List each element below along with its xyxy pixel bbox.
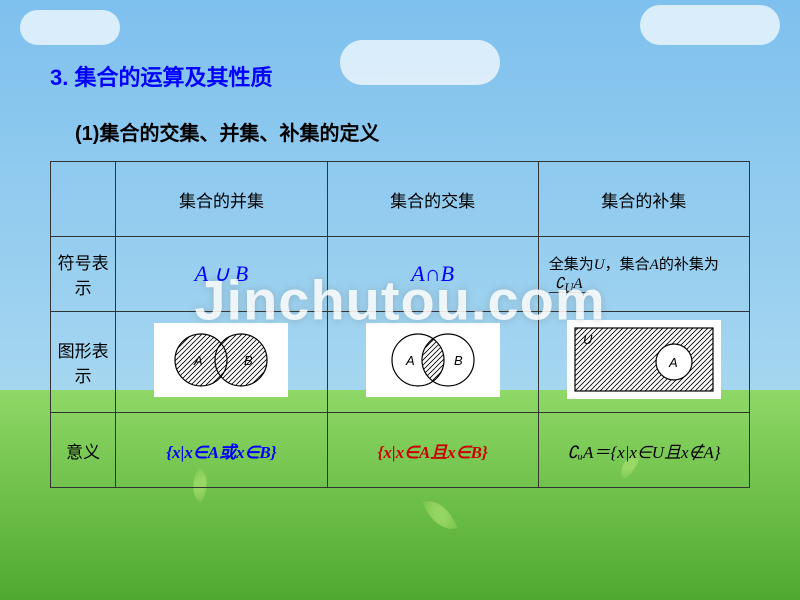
symbol-complement: 全集为U，集合A的补集为 ∁UA	[538, 237, 749, 312]
diagram-label: 图形表示	[51, 312, 116, 413]
slide-content: 3. 集合的运算及其性质 (1)集合的交集、并集、补集的定义 集合的并集 集合的…	[0, 0, 800, 508]
svg-text:U: U	[583, 332, 593, 347]
venn-intersection-icon: A B	[368, 325, 498, 395]
symbol-union: A ∪ B	[116, 237, 327, 312]
empty-corner	[51, 162, 116, 237]
svg-text:B: B	[244, 353, 253, 368]
meaning-row: 意义 {x|x∈A或x∈B} {x|x∈A且x∈B} ∁ᵤA＝{x|x∈U且x∉…	[51, 413, 750, 488]
meaning-intersection: {x|x∈A且x∈B}	[327, 413, 538, 488]
symbol-row: 符号表示 A ∪ B A∩B 全集为U，集合A的补集为 ∁UA	[51, 237, 750, 312]
definitions-table: 集合的并集 集合的交集 集合的补集 符号表示 A ∪ B A∩B 全集为U，集合…	[50, 161, 750, 488]
svg-text:B: B	[454, 353, 463, 368]
symbol-intersection: A∩B	[327, 237, 538, 312]
diagram-union: A B	[116, 312, 327, 413]
venn-complement-icon: U A	[569, 322, 719, 397]
diagram-intersection: A B	[327, 312, 538, 413]
diagram-complement: U A	[538, 312, 749, 413]
col-complement: 集合的补集	[538, 162, 749, 237]
svg-text:A: A	[193, 353, 203, 368]
meaning-union: {x|x∈A或x∈B}	[116, 413, 327, 488]
diagram-row: 图形表示 A B	[51, 312, 750, 413]
complement-notation: ∁UA	[549, 275, 589, 293]
svg-text:A: A	[668, 355, 678, 370]
meaning-complement: ∁ᵤA＝{x|x∈U且x∉A}	[538, 413, 749, 488]
col-union: 集合的并集	[116, 162, 327, 237]
section-title: 3. 集合的运算及其性质	[50, 60, 750, 92]
subtitle: (1)集合的交集、并集、补集的定义	[75, 117, 750, 146]
svg-text:A: A	[405, 353, 415, 368]
meaning-label: 意义	[51, 413, 116, 488]
symbol-label: 符号表示	[51, 237, 116, 312]
col-intersection: 集合的交集	[327, 162, 538, 237]
venn-union-icon: A B	[156, 325, 286, 395]
header-row: 集合的并集 集合的交集 集合的补集	[51, 162, 750, 237]
